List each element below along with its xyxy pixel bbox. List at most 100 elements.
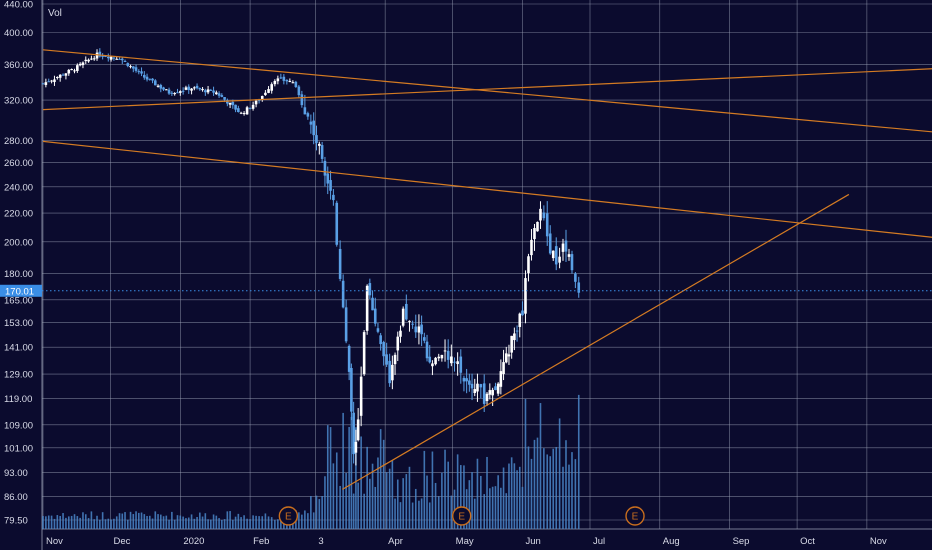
candle-body: [428, 356, 432, 363]
volume-bar: [53, 518, 56, 529]
trendline-layer[interactable]: [42, 49, 932, 490]
candle-body: [359, 376, 363, 416]
candle-body: [542, 212, 546, 219]
volume-bar: [47, 515, 50, 529]
y-tick-label: 180.00: [4, 269, 33, 280]
candle-body: [431, 363, 434, 367]
x-tick-label: Nov: [46, 536, 63, 547]
volume-bar: [212, 514, 215, 529]
candle-body: [548, 233, 552, 254]
earnings-marker[interactable]: E: [278, 506, 299, 526]
volume-bar: [221, 519, 223, 529]
volume-bar: [456, 454, 459, 529]
candle-body: [450, 356, 453, 364]
trendline[interactable]: [42, 49, 932, 133]
x-tick-label: Oct: [800, 536, 815, 547]
candle-body: [456, 361, 459, 365]
candle-body: [570, 254, 574, 271]
volume-bar: [226, 511, 229, 529]
candle-body: [567, 254, 571, 257]
candle-body: [156, 85, 160, 87]
candle-body: [401, 308, 405, 326]
volume-bar: [223, 519, 226, 529]
volume-bar: [513, 463, 516, 529]
candle-body: [50, 80, 53, 82]
candle-body: [465, 378, 468, 382]
volume-bar: [237, 513, 240, 529]
volume-bar: [382, 439, 385, 529]
y-tick-label: 165.00: [4, 295, 33, 306]
volume-bar: [267, 516, 270, 529]
candle-body: [329, 180, 332, 191]
volume-bar: [132, 514, 135, 529]
candle-body: [112, 57, 116, 59]
volume-bar: [73, 514, 76, 529]
candle-body: [312, 120, 315, 136]
candle-body: [530, 239, 533, 256]
volume-bar: [101, 512, 104, 529]
candle-body: [294, 81, 298, 87]
volume-bar: [243, 515, 245, 529]
candle-body: [510, 335, 513, 353]
trendline[interactable]: [42, 68, 932, 111]
volume-bar: [182, 516, 184, 529]
earnings-marker[interactable]: E: [451, 506, 472, 526]
volume-bar: [339, 485, 341, 529]
candle-body: [408, 320, 411, 322]
trendline[interactable]: [42, 140, 932, 238]
volume-bar: [140, 512, 143, 529]
candle-body: [332, 194, 335, 201]
volume-bar: [518, 466, 521, 529]
volume-bar: [162, 516, 165, 529]
volume-bar: [148, 515, 151, 529]
candle-body: [468, 380, 471, 385]
candle-body: [44, 82, 48, 85]
volume-bar: [434, 482, 437, 529]
candle-body: [198, 87, 202, 90]
x-tick-label: Nov: [870, 536, 887, 547]
volume-bar: [450, 495, 453, 529]
earnings-marker[interactable]: E: [625, 506, 645, 526]
volume-bar: [471, 472, 473, 529]
volume-bar: [179, 515, 182, 529]
earnings-marker-label: E: [458, 512, 465, 523]
volume-bar: [357, 482, 359, 529]
volume-bar: [379, 429, 382, 529]
volume-bar: [56, 515, 59, 529]
volume-bar: [99, 519, 101, 529]
volume-bar: [555, 446, 558, 529]
volume-indicator-label[interactable]: Vol: [48, 8, 62, 19]
volume-bar: [87, 518, 90, 529]
candle-body: [417, 326, 421, 333]
x-tick-label: Jul: [593, 536, 605, 547]
candle-body: [376, 328, 380, 332]
candle-body: [95, 52, 99, 59]
volume-bar: [565, 440, 567, 529]
trendline[interactable]: [342, 193, 850, 490]
candle-body: [190, 88, 193, 91]
volume-bar: [280, 517, 282, 529]
candle-body: [223, 97, 226, 100]
y-tick-label: 119.00: [4, 394, 32, 405]
candle-body: [137, 71, 141, 73]
volume-bar: [318, 499, 321, 529]
volume-bar: [90, 511, 93, 529]
candle-body: [129, 66, 132, 68]
volume-bar: [418, 500, 420, 529]
volume-bar: [234, 516, 237, 529]
volume-bar: [396, 479, 399, 529]
candle-body: [309, 121, 313, 125]
candle-body: [545, 213, 549, 237]
candle-body: [131, 66, 135, 69]
y-tick-label: 129.00: [4, 370, 33, 381]
candle-body: [291, 82, 295, 84]
volume-bar: [332, 463, 335, 529]
volume-bar: [79, 517, 81, 529]
volume-bar: [447, 461, 449, 529]
volume-bar: [62, 513, 64, 529]
volume-bar: [45, 516, 47, 529]
candle-body: [245, 107, 249, 115]
